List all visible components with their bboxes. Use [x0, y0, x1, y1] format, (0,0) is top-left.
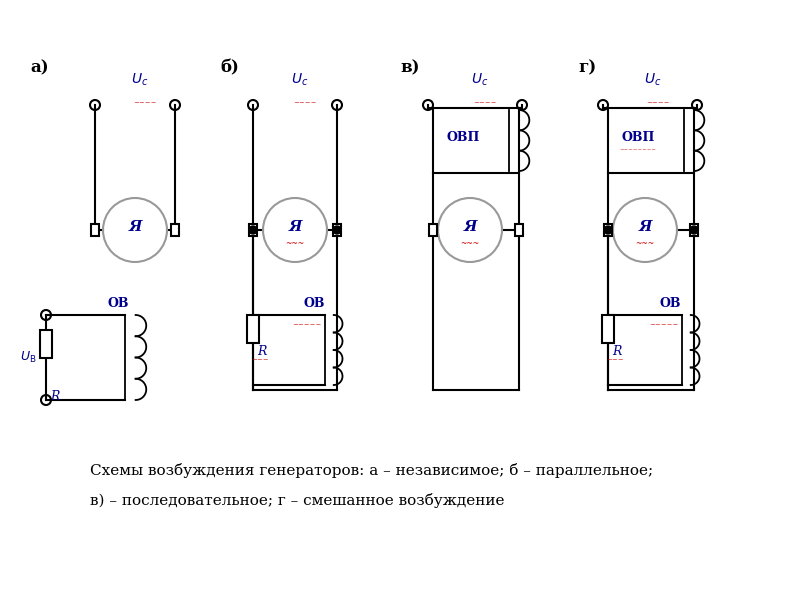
Text: Я: Я — [463, 220, 477, 234]
Circle shape — [333, 226, 341, 234]
Bar — [604, 224, 612, 236]
Text: в): в) — [400, 59, 419, 76]
Text: ~~~: ~~~ — [286, 239, 305, 248]
Text: ~~~~~~~~: ~~~~~~~~ — [620, 147, 657, 152]
Text: ~~~~: ~~~~ — [294, 100, 317, 106]
Text: ~~~~: ~~~~ — [474, 100, 497, 106]
Text: в) – последовательное; г – смешанное возбуждение: в) – последовательное; г – смешанное воз… — [90, 493, 505, 508]
Bar — [433, 108, 519, 173]
Circle shape — [604, 226, 612, 234]
Text: ~~~~~: ~~~~~ — [292, 322, 322, 328]
Text: $U_c$: $U_c$ — [291, 71, 309, 88]
Text: $U_c$: $U_c$ — [471, 71, 489, 88]
Text: ~~~: ~~~ — [606, 357, 624, 363]
Circle shape — [249, 226, 257, 234]
Text: R: R — [257, 345, 266, 358]
Text: ОВ: ОВ — [303, 297, 325, 310]
Bar — [247, 315, 259, 343]
Text: R: R — [612, 345, 622, 358]
Text: ОВП: ОВП — [622, 131, 654, 144]
Text: ОВ: ОВ — [108, 297, 130, 310]
Bar — [602, 315, 614, 343]
Text: ~~~: ~~~ — [251, 357, 269, 363]
Text: а): а) — [30, 59, 49, 76]
Text: б): б) — [220, 59, 239, 76]
Text: $U_c$: $U_c$ — [644, 71, 662, 88]
Bar — [429, 224, 437, 236]
Text: Схемы возбуждения генераторов: а – независимое; б – параллельное;: Схемы возбуждения генераторов: а – незав… — [90, 463, 653, 478]
Text: R: R — [50, 390, 59, 403]
Text: Я: Я — [128, 220, 142, 234]
Bar — [40, 330, 52, 358]
Text: ~~~: ~~~ — [635, 239, 654, 248]
Text: ОВ: ОВ — [660, 297, 682, 310]
Text: ~~~~: ~~~~ — [646, 100, 670, 106]
Text: ~~~~: ~~~~ — [134, 100, 157, 106]
Text: Я: Я — [638, 220, 652, 234]
Text: ~~~~~: ~~~~~ — [650, 322, 678, 328]
Bar — [171, 224, 179, 236]
Bar — [690, 224, 698, 236]
Text: $U_\mathrm{B}$: $U_\mathrm{B}$ — [20, 350, 36, 365]
Circle shape — [690, 226, 698, 234]
Bar — [515, 224, 523, 236]
Bar — [91, 224, 99, 236]
Text: ~~~: ~~~ — [461, 239, 479, 248]
Bar — [249, 224, 257, 236]
Text: ОВП: ОВП — [446, 131, 480, 144]
Text: г): г) — [578, 59, 596, 76]
Text: $U_c$: $U_c$ — [131, 71, 149, 88]
Bar — [608, 108, 694, 173]
Text: Я: Я — [288, 220, 302, 234]
Bar — [333, 224, 341, 236]
